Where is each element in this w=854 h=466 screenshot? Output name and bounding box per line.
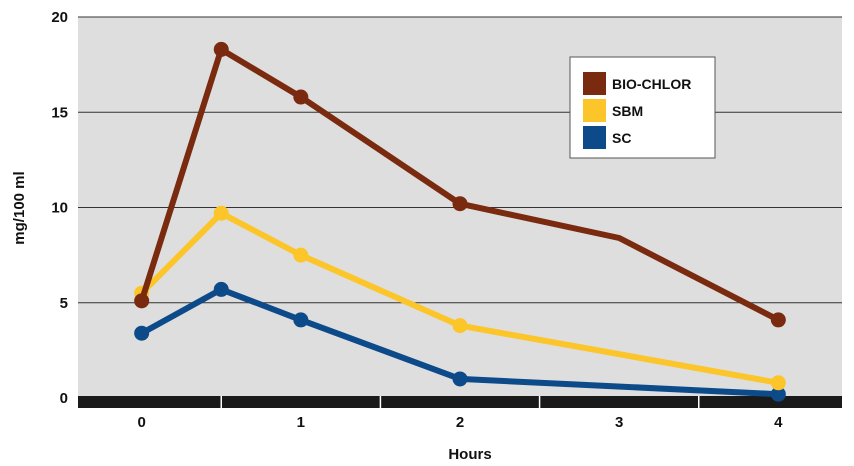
series-sc — [134, 281, 786, 402]
x-tick-label: 1 — [297, 414, 305, 431]
x-axis-bar — [78, 396, 842, 408]
data-point — [770, 386, 786, 402]
legend: BIO-CHLOR SBM SC — [569, 56, 716, 159]
data-point — [134, 293, 150, 309]
y-tick-label: 10 — [51, 200, 68, 217]
x-tick-label: 3 — [615, 414, 623, 431]
data-point — [452, 318, 468, 334]
x-tick-label: 4 — [774, 414, 783, 431]
legend-swatch — [583, 126, 606, 149]
legend-swatch — [583, 72, 606, 95]
series-group — [134, 41, 786, 402]
data-point — [134, 325, 150, 341]
y-axis: 0 5 10 15 20 — [51, 9, 68, 407]
y-tick-label: 0 — [60, 390, 68, 407]
data-point — [293, 312, 309, 328]
data-point — [213, 205, 229, 221]
y-axis-title: mg/100 ml — [11, 171, 28, 244]
y-tick-label: 20 — [51, 9, 68, 26]
data-point — [213, 281, 229, 297]
data-point — [293, 89, 309, 105]
x-tick-label: 0 — [137, 414, 145, 431]
x-axis-title: Hours — [448, 446, 491, 463]
data-point — [770, 375, 786, 391]
data-point — [293, 247, 309, 263]
series-bio-chlor — [134, 41, 786, 328]
legend-swatch — [583, 99, 606, 122]
data-point — [452, 371, 468, 387]
data-point — [770, 312, 786, 328]
x-tick-label: 2 — [456, 414, 464, 431]
legend-label: SBM — [612, 103, 643, 119]
y-tick-label: 15 — [51, 104, 68, 121]
series-line — [138, 46, 782, 323]
data-point — [213, 41, 229, 57]
legend-label: SC — [612, 130, 631, 146]
data-point — [452, 196, 468, 212]
x-axis: 0 1 2 3 4 — [78, 396, 842, 431]
legend-label: BIO-CHLOR — [612, 76, 691, 92]
y-tick-label: 5 — [60, 295, 68, 312]
